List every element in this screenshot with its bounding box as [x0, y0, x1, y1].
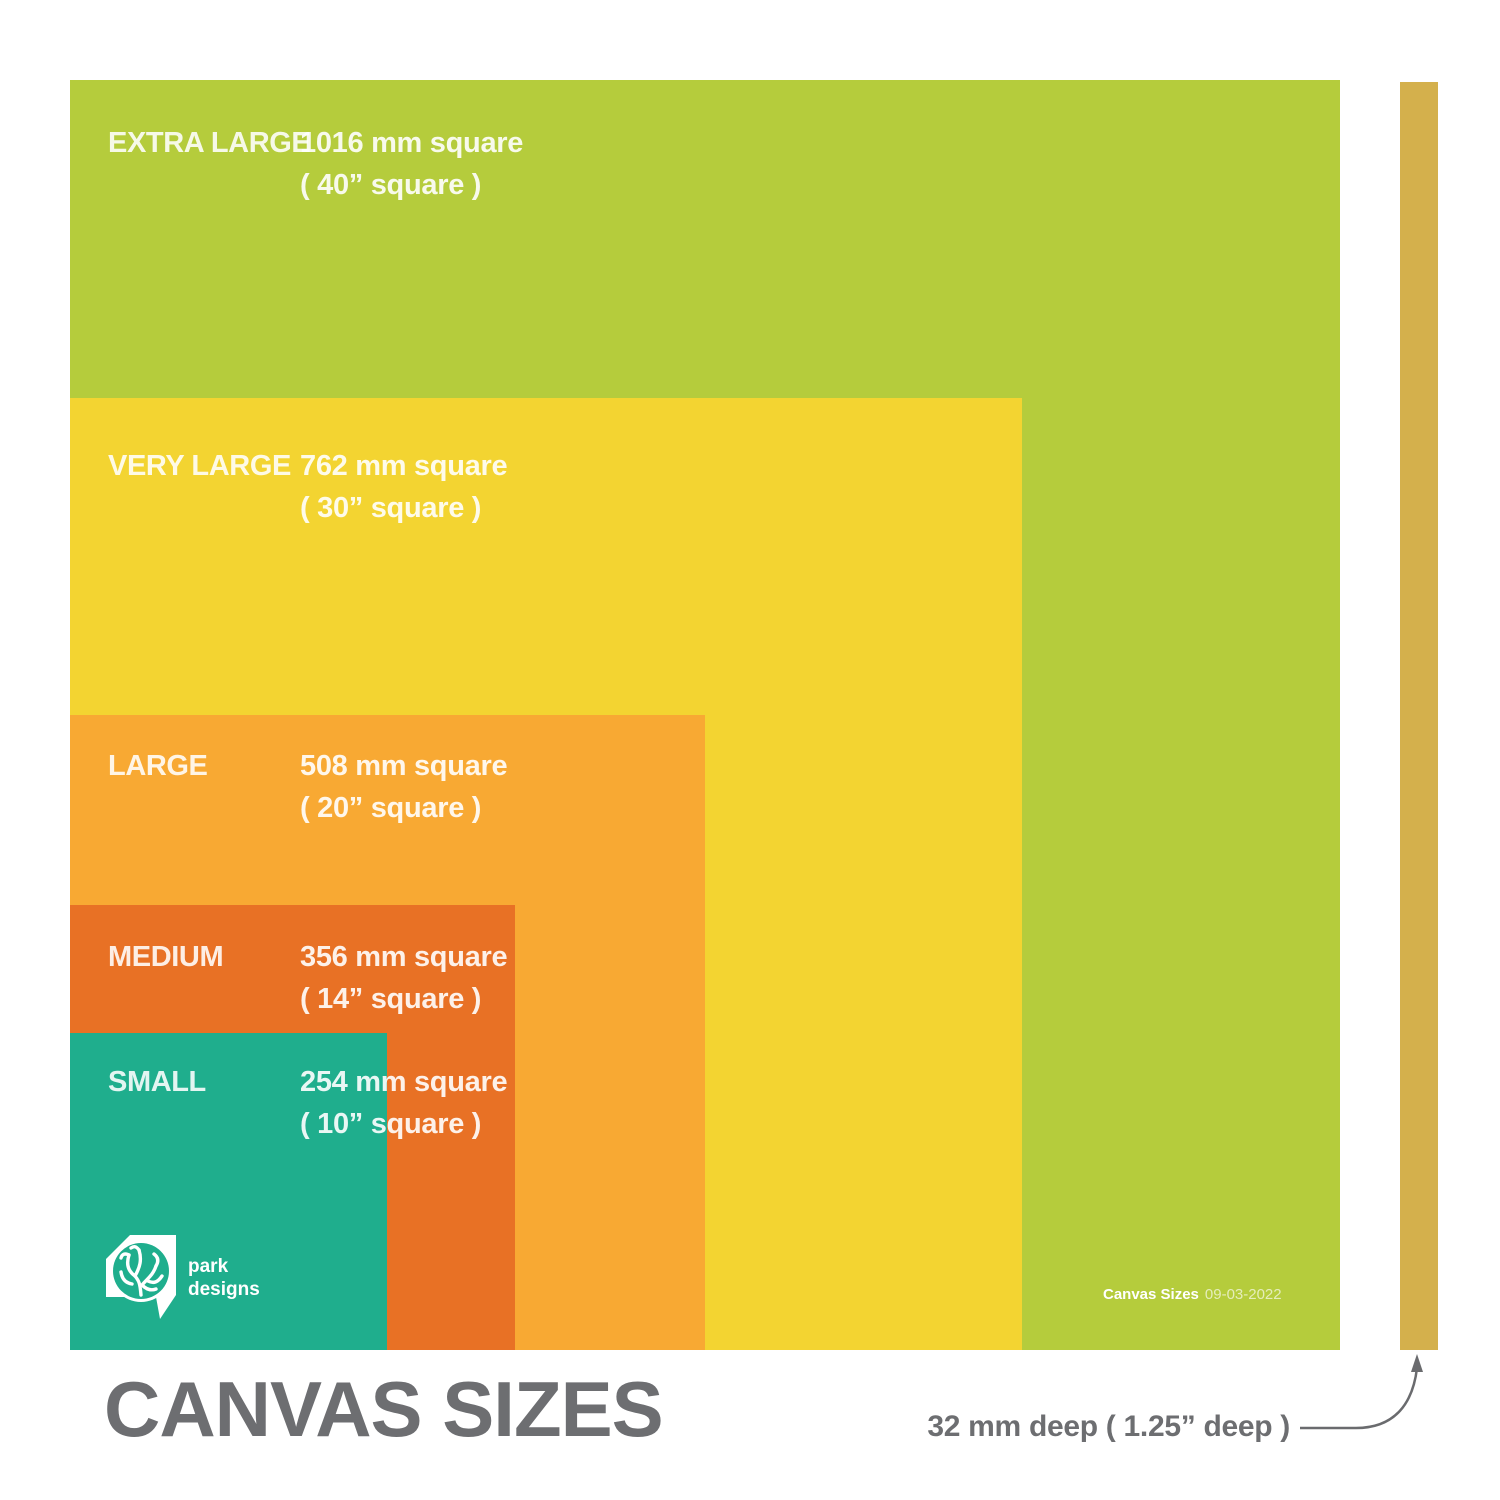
size-square-small: SMALL 254 mm square ( 10” square ) — [70, 1033, 508, 1350]
watermark-doc-date: 09-03-2022 — [1204, 1286, 1282, 1303]
size-name-large: LARGE — [108, 750, 208, 782]
park-designs-logo-text: park designs — [188, 1255, 260, 1301]
logo-line1: park — [188, 1256, 229, 1277]
park-designs-logo: park designs — [106, 1235, 260, 1321]
size-values-very-large: 762 mm square ( 30” square ) — [300, 445, 508, 529]
size-mm-small: 254 mm square — [300, 1066, 508, 1098]
size-name-very-large: VERY LARGE — [108, 450, 291, 482]
size-mm-extra-large: 1016 mm square — [300, 127, 524, 159]
size-inches-large: ( 20” square ) — [300, 792, 482, 824]
size-values-small: 254 mm square ( 10” square ) — [300, 1061, 508, 1145]
size-mm-medium: 356 mm square — [300, 941, 508, 973]
size-name-small: SMALL — [108, 1066, 206, 1098]
size-inches-very-large: ( 30” square ) — [300, 492, 482, 524]
depth-bar — [1400, 82, 1438, 1350]
page-title: CANVAS SIZES — [104, 1365, 664, 1453]
size-values-medium: 356 mm square ( 14” square ) — [300, 936, 508, 1020]
size-name-medium: MEDIUM — [108, 941, 224, 973]
depth-label: 32 mm deep ( 1.25” deep ) — [927, 1410, 1290, 1443]
watermark: Canvas Sizes 09-03-2022 — [1103, 1286, 1282, 1303]
watermark-doc-label: Canvas Sizes — [1103, 1286, 1199, 1303]
park-designs-logo-icon — [106, 1235, 176, 1319]
size-name-extra-large: EXTRA LARGE — [108, 127, 311, 159]
size-mm-large: 508 mm square — [300, 750, 508, 782]
size-inches-small: ( 10” square ) — [300, 1108, 482, 1140]
size-inches-medium: ( 14” square ) — [300, 983, 482, 1015]
logo-line2: designs — [188, 1279, 260, 1300]
logo-tree-branches — [119, 1245, 164, 1297]
size-mm-very-large: 762 mm square — [300, 450, 508, 482]
size-values-extra-large: 1016 mm square ( 40” square ) — [300, 122, 523, 206]
size-inches-extra-large: ( 40” square ) — [300, 169, 482, 201]
depth-arrow-icon — [1300, 1354, 1423, 1430]
size-values-large: 508 mm square ( 20” square ) — [300, 745, 508, 829]
